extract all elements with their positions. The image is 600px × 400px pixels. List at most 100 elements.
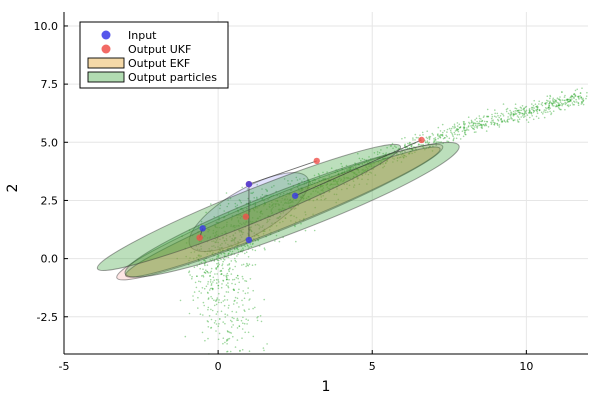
particle-point <box>235 311 238 313</box>
particle-point <box>226 249 229 252</box>
particle-point <box>322 190 324 192</box>
particle-point <box>380 160 382 163</box>
particle-point <box>258 236 260 239</box>
particle-point <box>245 242 247 245</box>
particle-point <box>280 212 282 215</box>
particle-point <box>226 350 228 353</box>
particle-point <box>290 205 293 207</box>
particle-point <box>523 116 525 119</box>
particle-point <box>392 161 394 163</box>
particle-point <box>266 190 269 192</box>
particle-point <box>431 150 434 152</box>
particle-point <box>221 283 223 285</box>
particle-point <box>567 104 569 106</box>
particle-point <box>545 111 547 114</box>
particle-point <box>506 118 509 121</box>
particle-point <box>230 332 233 334</box>
particle-point <box>217 338 220 341</box>
particle-point <box>536 108 539 111</box>
particle-point <box>240 319 243 322</box>
particle-point <box>236 327 239 329</box>
particle-point <box>287 183 290 185</box>
particle-point <box>549 94 551 97</box>
particle-point <box>373 162 375 165</box>
particle-point <box>218 217 220 219</box>
particle-point <box>259 226 261 228</box>
particle-point <box>283 198 286 201</box>
particle-point <box>271 222 273 224</box>
particle-point <box>386 157 389 159</box>
particle-point <box>520 109 523 112</box>
particle-point <box>415 136 418 139</box>
covariance-ellipses <box>96 141 460 281</box>
particle-point <box>575 98 577 101</box>
connector-line-3 <box>294 139 422 197</box>
particle-point <box>320 198 323 201</box>
particle-point <box>374 174 377 176</box>
particle-point <box>187 263 190 266</box>
particle-point <box>289 192 291 194</box>
particle-point <box>199 281 202 283</box>
particle-point <box>244 238 247 241</box>
particle-point <box>428 141 431 144</box>
particle-point <box>308 184 310 186</box>
particle-point <box>296 179 299 181</box>
particle-point <box>235 276 238 279</box>
particle-point <box>307 178 309 181</box>
particle-point <box>273 203 275 205</box>
particle-point <box>386 160 388 162</box>
particle-point <box>357 163 360 166</box>
particle-point <box>213 240 215 242</box>
particle-point <box>261 193 264 196</box>
particle-point <box>239 214 241 216</box>
particle-point <box>258 205 261 207</box>
particle-point <box>214 320 217 322</box>
particle-point <box>243 309 245 311</box>
particle-point <box>205 269 207 272</box>
particle-point <box>574 95 577 97</box>
particle-point <box>320 196 323 198</box>
particle-point <box>552 97 554 100</box>
particle-point <box>564 108 566 111</box>
particle-point <box>247 331 250 334</box>
particle-point <box>207 298 210 300</box>
particle-point <box>500 117 503 120</box>
particle-point <box>188 229 191 231</box>
particle-point <box>536 112 539 115</box>
particle-point <box>403 154 406 157</box>
particle-point <box>452 138 455 141</box>
particle-point <box>486 108 489 111</box>
particle-point <box>529 116 531 119</box>
particle-point <box>496 123 499 125</box>
particle-point <box>251 243 254 245</box>
particle-point <box>341 171 344 174</box>
particle-point <box>254 204 256 206</box>
particle-point <box>266 208 268 211</box>
particle-point <box>227 243 229 246</box>
particle-point <box>382 157 384 160</box>
particle-point <box>385 152 388 154</box>
particle-point <box>206 264 209 266</box>
particle-point <box>278 210 281 212</box>
particle-point <box>291 180 293 182</box>
particle-point <box>236 339 239 341</box>
particle-point <box>245 280 248 283</box>
particle-point <box>384 157 386 160</box>
particle-point <box>242 247 244 249</box>
particle-point <box>518 113 521 115</box>
particle-point <box>207 228 209 231</box>
particle-point <box>239 234 242 237</box>
particle-point <box>352 176 355 178</box>
particle-point <box>249 210 251 213</box>
particle-point <box>250 229 252 232</box>
particle-point <box>313 182 316 184</box>
particle-point <box>227 330 229 333</box>
particle-point <box>276 213 278 215</box>
particle-point <box>548 106 550 108</box>
particle-point <box>476 125 479 127</box>
particle-point <box>494 109 496 111</box>
particle-point <box>551 102 554 105</box>
particle-point <box>263 298 266 301</box>
particle-point <box>302 198 305 200</box>
particle-point <box>295 176 298 179</box>
